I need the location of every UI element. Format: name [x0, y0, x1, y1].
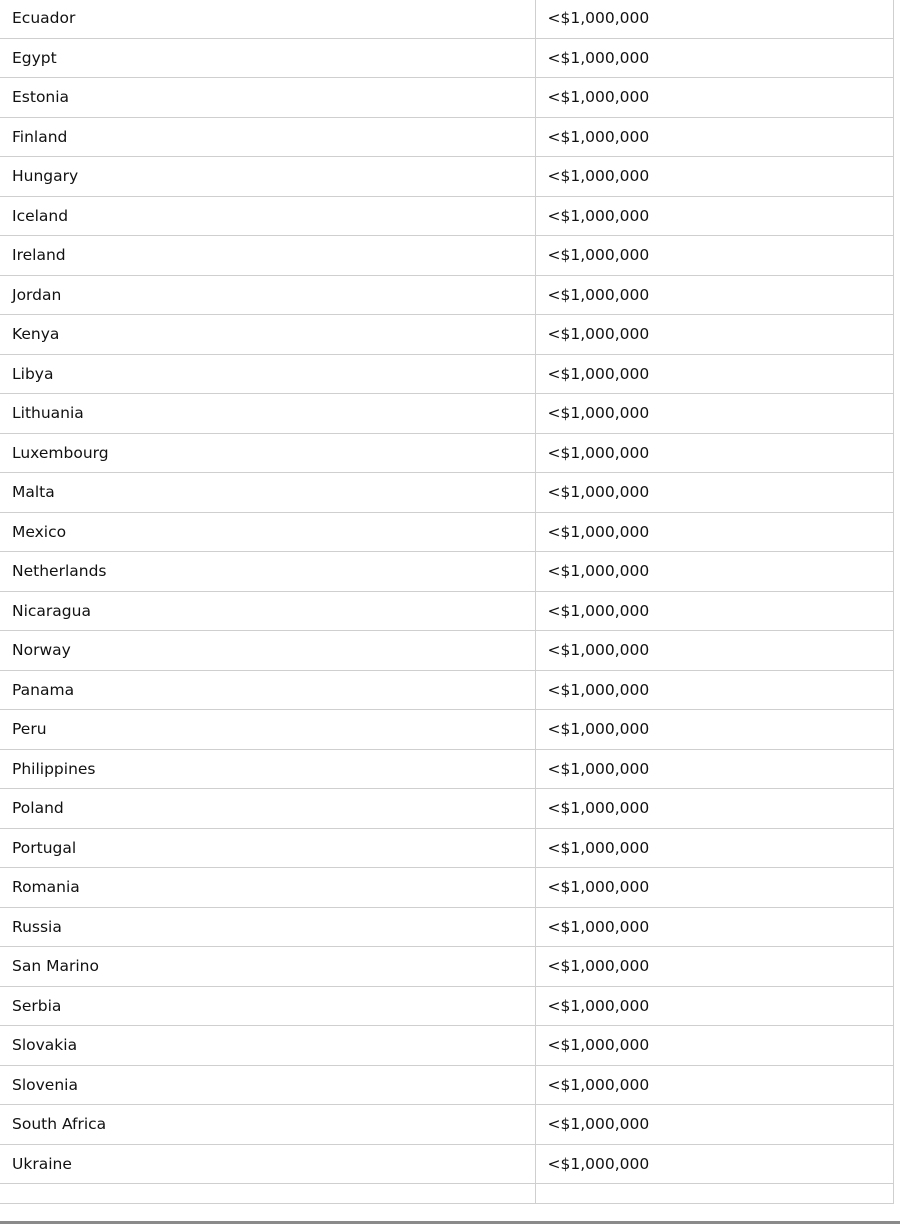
country-cell: Norway	[0, 630, 536, 671]
value-cell: <$1,000,000	[534, 314, 894, 355]
value-cell: <$1,000,000	[534, 235, 894, 276]
table-row: Ireland <$1,000,000	[0, 235, 894, 276]
value-cell: <$1,000,000	[534, 1064, 894, 1105]
table-row: Jordan <$1,000,000	[0, 274, 894, 315]
value-cell: <$1,000,000	[534, 551, 894, 592]
value-cell: <$1,000,000	[534, 590, 894, 631]
value-cell: <$1,000,000	[534, 788, 894, 829]
table-row: Iceland <$1,000,000	[0, 195, 894, 236]
table-row: Ukraine <$1,000,000	[0, 1143, 894, 1184]
country-cell: Nicaragua	[0, 590, 536, 631]
country-table-container: Ecuador <$1,000,000 Egypt <$1,000,000 Estoni…	[0, 0, 894, 1204]
country-cell: Hungary	[0, 156, 536, 197]
value-cell: <$1,000,000	[534, 1104, 894, 1145]
value-cell: <$1,000,000	[534, 827, 894, 868]
value-cell: <$1,000,000	[534, 669, 894, 710]
country-cell: Ireland	[0, 235, 536, 276]
table-row: Nicaragua <$1,000,000	[0, 590, 894, 631]
table-row: Egypt <$1,000,000	[0, 37, 894, 78]
table-row: Finland <$1,000,000	[0, 116, 894, 157]
country-cell: San Marino	[0, 946, 536, 987]
country-cell: Russia	[0, 906, 536, 947]
table-row: Kenya <$1,000,000	[0, 314, 894, 355]
value-cell: <$1,000,000	[534, 116, 894, 157]
table-row: South Africa <$1,000,000	[0, 1104, 894, 1145]
value-cell: <$1,000,000	[534, 867, 894, 908]
table-row: Poland <$1,000,000	[0, 788, 894, 829]
country-cell: Mexico	[0, 511, 536, 552]
country-cell: Serbia	[0, 985, 536, 1026]
table-row: San Marino <$1,000,000	[0, 946, 894, 987]
country-value-table: Ecuador <$1,000,000 Egypt <$1,000,000 Estoni…	[0, 0, 894, 1204]
value-cell: <$1,000,000	[534, 511, 894, 552]
value-cell: <$1,000,000	[534, 195, 894, 236]
table-row: Malta <$1,000,000	[0, 472, 894, 513]
country-cell: Libya	[0, 353, 536, 394]
country-cell: Philippines	[0, 748, 536, 789]
value-cell: <$1,000,000	[534, 1025, 894, 1066]
value-cell: <$1,000,000	[534, 709, 894, 750]
value-cell: <$1,000,000	[534, 1143, 894, 1184]
country-cell: Lithuania	[0, 393, 536, 434]
table-row: Luxembourg <$1,000,000	[0, 432, 894, 473]
table-row: Serbia <$1,000,000	[0, 985, 894, 1026]
table-row: Russia <$1,000,000	[0, 906, 894, 947]
value-cell: <$1,000,000	[534, 274, 894, 315]
value-cell: <$1,000,000	[534, 37, 894, 78]
country-cell: Netherlands	[0, 551, 536, 592]
country-cell: Panama	[0, 669, 536, 710]
country-cell: Malta	[0, 472, 536, 513]
country-cell: South Africa	[0, 1104, 536, 1145]
value-cell: <$1,000,000	[534, 906, 894, 947]
country-cell: Romania	[0, 867, 536, 908]
table-row: Panama <$1,000,000	[0, 669, 894, 710]
country-cell: Ukraine	[0, 1143, 536, 1184]
table-row: Romania <$1,000,000	[0, 867, 894, 908]
country-cell: Jordan	[0, 274, 536, 315]
table-row: Mexico <$1,000,000	[0, 511, 894, 552]
value-cell: <$1,000,000	[534, 748, 894, 789]
table-row: Portugal <$1,000,000	[0, 827, 894, 868]
country-cell: Iceland	[0, 195, 536, 236]
country-cell: Finland	[0, 116, 536, 157]
value-cell: <$1,000,000	[534, 353, 894, 394]
country-cell: Estonia	[0, 77, 536, 118]
country-cell: Peru	[0, 709, 536, 750]
value-cell: <$1,000,000	[534, 946, 894, 987]
value-cell: <$1,000,000	[534, 630, 894, 671]
table-row: Hungary <$1,000,000	[0, 156, 894, 197]
table-row: Slovakia <$1,000,000	[0, 1025, 894, 1066]
table-body: Ecuador <$1,000,000 Egypt <$1,000,000 Estoni…	[0, 0, 894, 1204]
country-cell	[0, 1183, 536, 1204]
country-cell: Egypt	[0, 37, 536, 78]
country-cell: Slovakia	[0, 1025, 536, 1066]
country-cell: Luxembourg	[0, 432, 536, 473]
country-cell: Poland	[0, 788, 536, 829]
country-cell: Slovenia	[0, 1064, 536, 1105]
value-cell: <$1,000,000	[534, 432, 894, 473]
table-row: Slovenia <$1,000,000	[0, 1064, 894, 1105]
value-cell: <$1,000,000	[534, 0, 894, 39]
value-cell: <$1,000,000	[534, 393, 894, 434]
value-cell: <$1,000,000	[534, 472, 894, 513]
value-cell: <$1,000,000	[534, 156, 894, 197]
country-cell: Portugal	[0, 827, 536, 868]
table-row: Libya <$1,000,000	[0, 353, 894, 394]
value-cell: <$1,000,000	[534, 985, 894, 1026]
value-cell: <$1,000,000	[534, 77, 894, 118]
table-row: Philippines <$1,000,000	[0, 748, 894, 789]
table-row: Lithuania <$1,000,000	[0, 393, 894, 434]
table-row: Netherlands <$1,000,000	[0, 551, 894, 592]
country-cell: Ecuador	[0, 0, 536, 39]
country-cell: Kenya	[0, 314, 536, 355]
table-row: Estonia <$1,000,000	[0, 77, 894, 118]
table-row: Norway <$1,000,000	[0, 630, 894, 671]
table-row: Peru <$1,000,000	[0, 709, 894, 750]
bottom-edge	[0, 1221, 900, 1224]
table-row: Ecuador <$1,000,000	[0, 0, 894, 39]
table-row-partial	[0, 1183, 894, 1204]
value-cell	[534, 1183, 894, 1204]
